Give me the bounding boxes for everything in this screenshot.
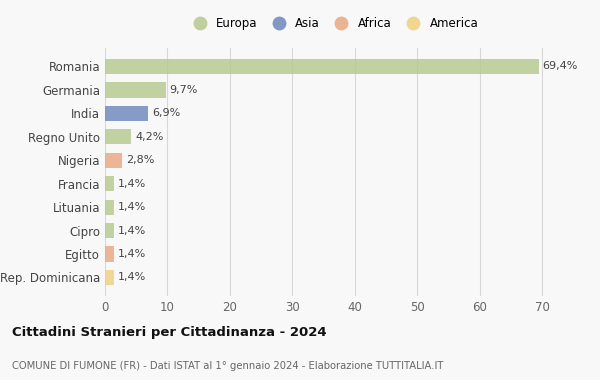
Text: 1,4%: 1,4% bbox=[118, 272, 146, 282]
Text: 6,9%: 6,9% bbox=[152, 108, 180, 118]
Text: 1,4%: 1,4% bbox=[118, 226, 146, 236]
Bar bbox=[105, 106, 148, 121]
Text: Cittadini Stranieri per Cittadinanza - 2024: Cittadini Stranieri per Cittadinanza - 2… bbox=[12, 326, 326, 339]
Bar bbox=[105, 153, 122, 168]
Text: 1,4%: 1,4% bbox=[118, 249, 146, 259]
Text: 1,4%: 1,4% bbox=[118, 179, 146, 189]
Bar bbox=[105, 176, 114, 191]
Bar bbox=[105, 270, 114, 285]
Bar bbox=[105, 246, 114, 262]
Text: 4,2%: 4,2% bbox=[135, 132, 163, 142]
Text: 69,4%: 69,4% bbox=[542, 62, 578, 71]
Bar bbox=[105, 200, 114, 215]
Text: 1,4%: 1,4% bbox=[118, 202, 146, 212]
Bar bbox=[105, 59, 539, 74]
Bar bbox=[105, 223, 114, 238]
Text: COMUNE DI FUMONE (FR) - Dati ISTAT al 1° gennaio 2024 - Elaborazione TUTTITALIA.: COMUNE DI FUMONE (FR) - Dati ISTAT al 1°… bbox=[12, 361, 443, 370]
Text: 2,8%: 2,8% bbox=[126, 155, 155, 165]
Legend: Europa, Asia, Africa, America: Europa, Asia, Africa, America bbox=[184, 14, 482, 34]
Bar bbox=[105, 82, 166, 98]
Bar bbox=[105, 129, 131, 144]
Text: 9,7%: 9,7% bbox=[169, 85, 198, 95]
